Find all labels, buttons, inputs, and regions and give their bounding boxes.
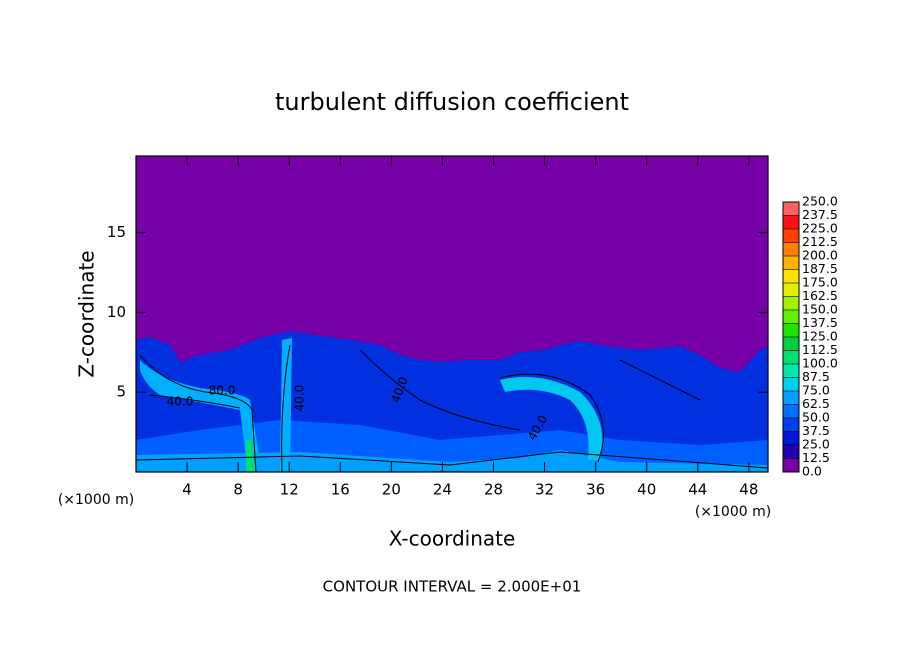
colorbar-label: 37.5 xyxy=(802,423,830,438)
colorbar-label: 150.0 xyxy=(802,302,838,317)
colorbar-band xyxy=(783,310,799,324)
colorbar-label: 62.5 xyxy=(802,396,830,411)
colorbar-band xyxy=(783,418,799,432)
colorbar-label: 50.0 xyxy=(802,410,830,425)
colorbar-band xyxy=(783,350,799,364)
colorbar-label: 162.5 xyxy=(802,288,838,303)
x-tick-label: 32 xyxy=(535,481,554,499)
colorbar-band xyxy=(783,296,799,310)
colorbar-label: 187.5 xyxy=(802,261,838,276)
colorbar-band xyxy=(783,377,799,391)
x-tick-label: 24 xyxy=(433,481,452,499)
x-tick-label: 12 xyxy=(280,481,299,499)
x-tick-label: 8 xyxy=(233,481,243,499)
x-tick-label: 4 xyxy=(182,481,192,499)
contour-label: 40.0 xyxy=(293,385,307,412)
colorbar-band xyxy=(783,337,799,351)
colorbar-band xyxy=(783,364,799,378)
field-region xyxy=(280,338,292,472)
colorbar-band xyxy=(783,283,799,297)
x-tick-label: 28 xyxy=(484,481,503,499)
colorbar-label: 200.0 xyxy=(802,248,838,263)
field-region xyxy=(246,440,255,472)
colorbar-band xyxy=(783,202,799,216)
colorbar-label: 212.5 xyxy=(802,234,838,249)
chart-title: turbulent diffusion coefficient xyxy=(275,88,629,116)
plot-frame xyxy=(135,155,769,473)
field-region xyxy=(140,360,262,472)
contour-label: 80.0 xyxy=(209,384,236,398)
colorbar-label: 12.5 xyxy=(802,450,830,465)
contour-note: CONTOUR INTERVAL = 2.000E+01 xyxy=(323,578,582,596)
y-axis-label: Z-coordinate xyxy=(75,250,99,377)
colorbar-band xyxy=(783,391,799,405)
colorbar-label: 0.0 xyxy=(802,464,822,479)
x-axis-label: X-coordinate xyxy=(389,527,516,551)
colorbar-band xyxy=(783,242,799,256)
field-region xyxy=(500,376,603,460)
colorbar-band xyxy=(783,323,799,337)
y-tick-label: 15 xyxy=(107,223,126,241)
x-tick-label: 16 xyxy=(331,481,350,499)
colorbar-label: 175.0 xyxy=(802,275,838,290)
colorbar-label: 112.5 xyxy=(802,342,838,357)
colorbar-band xyxy=(783,269,799,283)
field-region xyxy=(136,450,768,472)
y-tick-label: 10 xyxy=(107,303,126,321)
colorbar-label: 237.5 xyxy=(802,207,838,222)
colorbar-band xyxy=(783,404,799,418)
x-unit: (×1000 m) xyxy=(695,504,771,520)
colorbar-label: 75.0 xyxy=(802,383,830,398)
colorbar-band xyxy=(783,431,799,445)
x-tick-label: 40 xyxy=(637,481,656,499)
colorbar-band xyxy=(783,256,799,270)
colorbar-label: 100.0 xyxy=(802,356,838,371)
colorbar-band xyxy=(783,445,799,459)
y-tick-label: 5 xyxy=(116,383,126,401)
x-tick-label: 36 xyxy=(586,481,605,499)
field xyxy=(135,156,769,473)
colorbar-label: 137.5 xyxy=(802,315,838,330)
colorbar-band xyxy=(783,215,799,229)
colorbar-band xyxy=(783,458,799,472)
colorbar-label: 87.5 xyxy=(802,369,830,384)
colorbar-label: 250.0 xyxy=(802,194,838,209)
contour-label: 40.0 xyxy=(167,395,194,409)
colorbar-label: 125.0 xyxy=(802,329,838,344)
colorbar-band xyxy=(783,229,799,243)
x-tick-label: 48 xyxy=(739,481,758,499)
x-unit: (×1000 m) xyxy=(58,492,134,508)
contour-line xyxy=(135,344,769,473)
x-tick-label: 20 xyxy=(382,481,401,499)
colorbar-label: 25.0 xyxy=(802,437,830,452)
colorbar-label: 225.0 xyxy=(802,221,838,236)
x-tick-label: 44 xyxy=(688,481,707,499)
